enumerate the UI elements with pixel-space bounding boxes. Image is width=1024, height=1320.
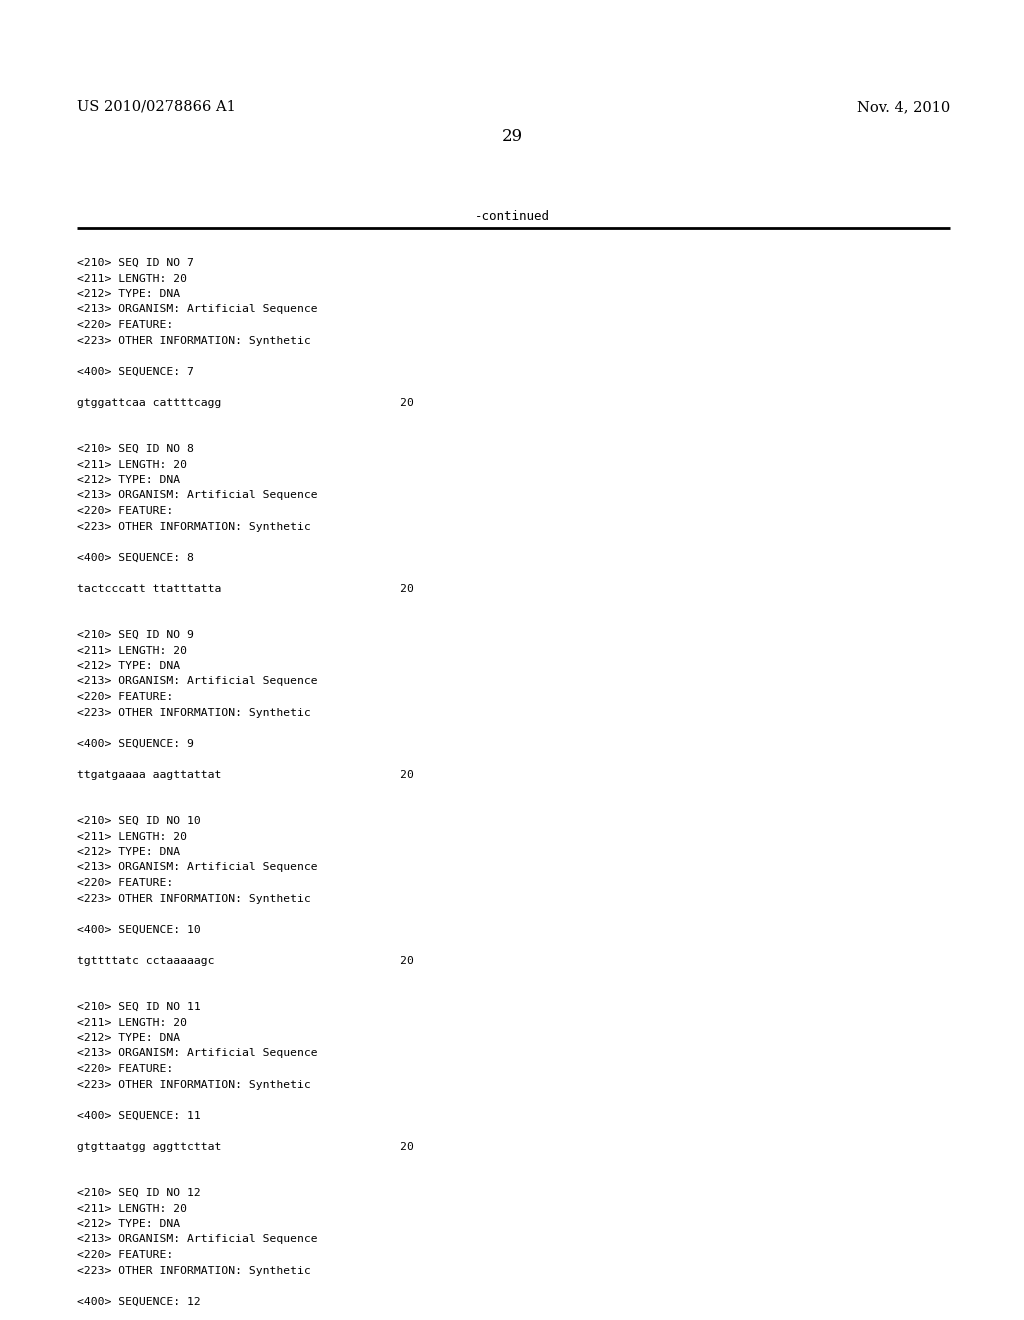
Text: <213> ORGANISM: Artificial Sequence: <213> ORGANISM: Artificial Sequence [77,676,317,686]
Text: <210> SEQ ID NO 10: <210> SEQ ID NO 10 [77,816,201,826]
Text: <220> FEATURE:: <220> FEATURE: [77,506,173,516]
Text: <211> LENGTH: 20: <211> LENGTH: 20 [77,1018,187,1027]
Text: <223> OTHER INFORMATION: Synthetic: <223> OTHER INFORMATION: Synthetic [77,1080,310,1089]
Text: <212> TYPE: DNA: <212> TYPE: DNA [77,289,180,300]
Text: <400> SEQUENCE: 7: <400> SEQUENCE: 7 [77,367,194,376]
Text: Nov. 4, 2010: Nov. 4, 2010 [857,100,950,114]
Text: <212> TYPE: DNA: <212> TYPE: DNA [77,661,180,671]
Text: <400> SEQUENCE: 9: <400> SEQUENCE: 9 [77,738,194,748]
Text: <212> TYPE: DNA: <212> TYPE: DNA [77,1218,180,1229]
Text: <220> FEATURE:: <220> FEATURE: [77,1064,173,1074]
Text: <210> SEQ ID NO 8: <210> SEQ ID NO 8 [77,444,194,454]
Text: <213> ORGANISM: Artificial Sequence: <213> ORGANISM: Artificial Sequence [77,862,317,873]
Text: <400> SEQUENCE: 8: <400> SEQUENCE: 8 [77,553,194,562]
Text: <223> OTHER INFORMATION: Synthetic: <223> OTHER INFORMATION: Synthetic [77,1266,310,1275]
Text: <211> LENGTH: 20: <211> LENGTH: 20 [77,832,187,842]
Text: <220> FEATURE:: <220> FEATURE: [77,878,173,888]
Text: <210> SEQ ID NO 9: <210> SEQ ID NO 9 [77,630,194,640]
Text: <213> ORGANISM: Artificial Sequence: <213> ORGANISM: Artificial Sequence [77,1048,317,1059]
Text: <223> OTHER INFORMATION: Synthetic: <223> OTHER INFORMATION: Synthetic [77,894,310,903]
Text: <212> TYPE: DNA: <212> TYPE: DNA [77,475,180,484]
Text: tgttttatc cctaaaaagc                           20: tgttttatc cctaaaaagc 20 [77,956,414,965]
Text: <213> ORGANISM: Artificial Sequence: <213> ORGANISM: Artificial Sequence [77,491,317,500]
Text: <211> LENGTH: 20: <211> LENGTH: 20 [77,459,187,470]
Text: <220> FEATURE:: <220> FEATURE: [77,692,173,702]
Text: tactcccatt ttatttatta                          20: tactcccatt ttatttatta 20 [77,583,414,594]
Text: <213> ORGANISM: Artificial Sequence: <213> ORGANISM: Artificial Sequence [77,305,317,314]
Text: US 2010/0278866 A1: US 2010/0278866 A1 [77,100,236,114]
Text: <210> SEQ ID NO 7: <210> SEQ ID NO 7 [77,257,194,268]
Text: -continued: -continued [474,210,550,223]
Text: <220> FEATURE:: <220> FEATURE: [77,319,173,330]
Text: <400> SEQUENCE: 11: <400> SEQUENCE: 11 [77,1110,201,1121]
Text: <211> LENGTH: 20: <211> LENGTH: 20 [77,1204,187,1213]
Text: <211> LENGTH: 20: <211> LENGTH: 20 [77,645,187,656]
Text: <213> ORGANISM: Artificial Sequence: <213> ORGANISM: Artificial Sequence [77,1234,317,1245]
Text: <220> FEATURE:: <220> FEATURE: [77,1250,173,1261]
Text: <210> SEQ ID NO 12: <210> SEQ ID NO 12 [77,1188,201,1199]
Text: <400> SEQUENCE: 12: <400> SEQUENCE: 12 [77,1296,201,1307]
Text: <211> LENGTH: 20: <211> LENGTH: 20 [77,273,187,284]
Text: 29: 29 [502,128,522,145]
Text: gtgttaatgg aggttcttat                          20: gtgttaatgg aggttcttat 20 [77,1142,414,1151]
Text: <212> TYPE: DNA: <212> TYPE: DNA [77,1034,180,1043]
Text: <210> SEQ ID NO 11: <210> SEQ ID NO 11 [77,1002,201,1012]
Text: <223> OTHER INFORMATION: Synthetic: <223> OTHER INFORMATION: Synthetic [77,335,310,346]
Text: <400> SEQUENCE: 10: <400> SEQUENCE: 10 [77,924,201,935]
Text: ttgatgaaaa aagttattat                          20: ttgatgaaaa aagttattat 20 [77,770,414,780]
Text: <212> TYPE: DNA: <212> TYPE: DNA [77,847,180,857]
Text: <223> OTHER INFORMATION: Synthetic: <223> OTHER INFORMATION: Synthetic [77,521,310,532]
Text: gtggattcaa cattttcagg                          20: gtggattcaa cattttcagg 20 [77,397,414,408]
Text: <223> OTHER INFORMATION: Synthetic: <223> OTHER INFORMATION: Synthetic [77,708,310,718]
